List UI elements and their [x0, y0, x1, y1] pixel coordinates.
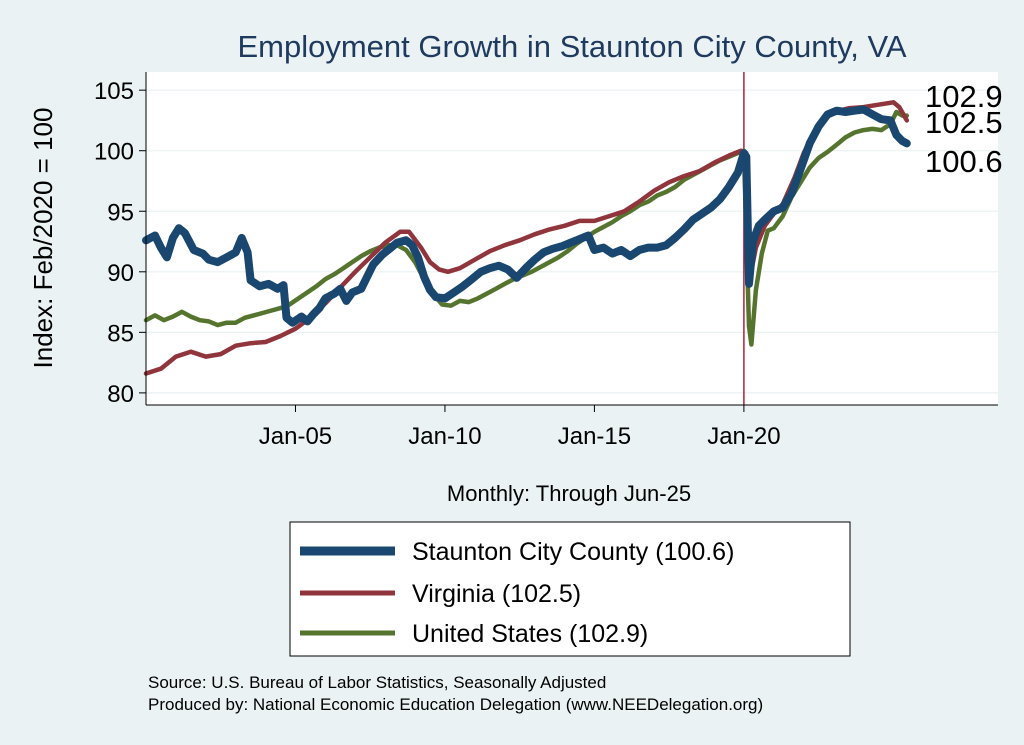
chart-title: Employment Growth in Staunton City Count…: [237, 29, 906, 64]
x-tick-label: Jan-05: [259, 423, 332, 450]
y-tick-label: 80: [107, 381, 134, 408]
end-label-staunton: 100.6: [925, 144, 1003, 179]
x-axis-ticks: Jan-05 Jan-10 Jan-15 Jan-20: [259, 405, 781, 450]
series-lines: [142, 100, 911, 376]
end-label-virginia: 102.5: [925, 105, 1003, 140]
source-note: Source: U.S. Bureau of Labor Statistics,…: [148, 673, 606, 692]
y-axis-label: Index: Feb/2020 = 100: [28, 108, 58, 369]
x-tick-label: Jan-15: [558, 423, 631, 450]
y-tick-label: 85: [107, 320, 134, 347]
y-tick-label: 90: [107, 260, 134, 287]
producer-note: Produced by: National Economic Education…: [148, 695, 763, 714]
x-tick-label: Jan-10: [408, 423, 481, 450]
legend: Staunton City County (100.6) Virginia (1…: [289, 521, 851, 657]
y-tick-label: 105: [94, 78, 134, 105]
y-axis-ticks: 80 85 90 95 100 105: [94, 78, 146, 408]
x-axis-label: Monthly: Through Jun-25: [447, 481, 691, 506]
y-tick-label: 100: [94, 139, 134, 166]
x-tick-label: Jan-20: [707, 423, 780, 450]
legend-label-virginia: Virginia (102.5): [412, 580, 581, 608]
y-tick-label: 95: [107, 199, 134, 226]
legend-label-staunton: Staunton City County (100.6): [412, 538, 734, 566]
series-line-staunton-city-county: [142, 105, 911, 327]
series-line-united-states: [143, 109, 910, 347]
legend-label-united-states: United States (102.9): [412, 620, 648, 648]
end-label-united-states: 102.9: [925, 79, 1003, 114]
